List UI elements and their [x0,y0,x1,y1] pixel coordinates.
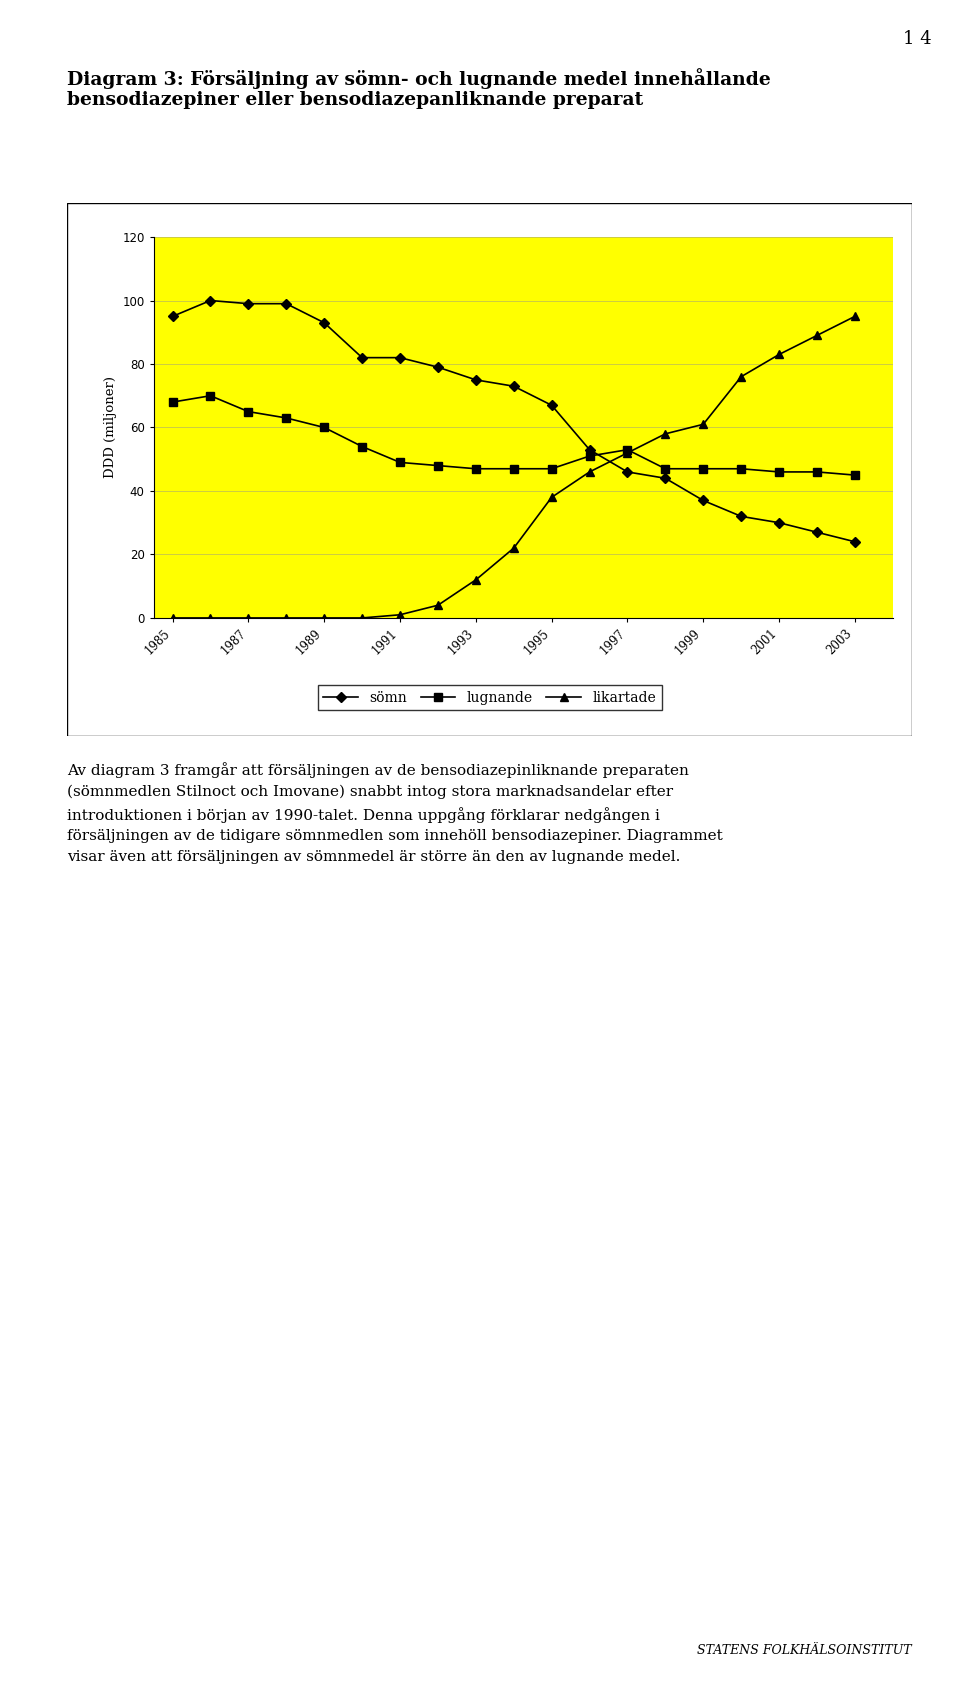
lugnande [584,445,595,466]
sömn [470,369,482,389]
likartade [660,423,671,444]
likartade [280,608,292,628]
lugnande [243,401,254,422]
Legend: sömn, lugnande, likartade: sömn, lugnande, likartade [318,686,661,711]
lugnande [811,462,823,483]
likartade [698,415,709,435]
Line: sömn: sömn [169,296,858,545]
lugnande [356,437,368,457]
sömn [280,293,292,313]
likartade [432,594,444,615]
sömn [584,440,595,460]
likartade [546,488,558,508]
lugnande [546,459,558,479]
sömn [319,313,330,334]
likartade [811,325,823,345]
lugnande [622,440,634,460]
likartade [735,366,747,386]
sömn [735,506,747,527]
FancyBboxPatch shape [67,203,912,736]
sömn [356,347,368,367]
likartade [167,608,179,628]
Text: Av diagram 3 framgår att försäljningen av de bensodiazepinliknande preparaten
(s: Av diagram 3 framgår att försäljningen a… [67,762,723,863]
likartade [204,608,216,628]
likartade [356,608,368,628]
lugnande [850,466,861,486]
sömn [850,532,861,552]
sömn [660,469,671,489]
lugnande [735,459,747,479]
lugnande [280,408,292,428]
likartade [850,306,861,327]
lugnande [774,462,785,483]
lugnande [698,459,709,479]
sömn [698,491,709,511]
likartade [470,569,482,591]
likartade [395,604,406,625]
Text: STATENS FOLKHÄLSOINSTITUT: STATENS FOLKHÄLSOINSTITUT [697,1644,912,1657]
sömn [546,394,558,415]
lugnande [660,459,671,479]
likartade [508,538,519,559]
sömn [395,347,406,367]
Line: lugnande: lugnande [168,391,859,479]
lugnande [470,459,482,479]
lugnande [508,459,519,479]
sömn [774,513,785,533]
lugnande [432,455,444,476]
sömn [508,376,519,396]
lugnande [204,386,216,406]
sömn [432,357,444,378]
lugnande [167,393,179,413]
lugnande [395,452,406,472]
likartade [319,608,330,628]
Text: Diagram 3: Försäljning av sömn- och lugnande medel innehållande
bensodiazepiner : Diagram 3: Försäljning av sömn- och lugn… [67,68,771,110]
likartade [584,462,595,483]
likartade [774,344,785,364]
sömn [811,521,823,542]
sömn [243,293,254,313]
sömn [622,462,634,483]
lugnande [319,418,330,438]
likartade [622,444,634,464]
likartade [243,608,254,628]
Line: likartade: likartade [168,312,859,621]
Y-axis label: DDD (miljoner): DDD (miljoner) [104,376,117,479]
sömn [204,291,216,312]
Text: 1 4: 1 4 [902,30,931,47]
sömn [167,306,179,327]
